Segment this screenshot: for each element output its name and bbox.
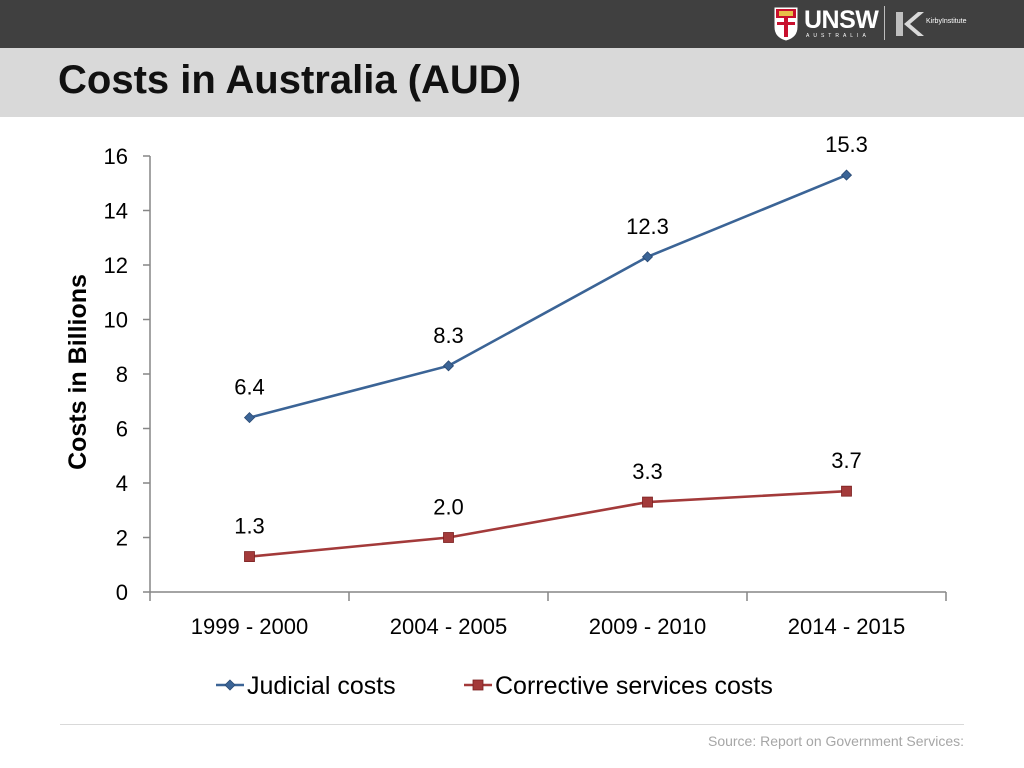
y-tick-label: 14 [104,199,128,224]
series-judicial-costs: 6.4 8.3 12.3 15.3 [234,132,868,424]
y-tick-label: 6 [116,417,128,442]
line-chart: 0 2 4 6 8 10 12 14 16 1999 - 2000 2004 - 2005 2009… [64,132,947,700]
x-tick-label: 1999 - 2000 [191,614,308,639]
title-bar [0,48,1024,117]
legend-item: Judicial costs [216,672,396,700]
footer-divider [60,724,964,725]
x-tick-label: 2004 - 2005 [390,614,507,639]
x-tick-label: 2009 - 2010 [589,614,706,639]
data-point [642,496,653,508]
y-tick-label: 8 [116,362,128,387]
y-tick-label: 0 [116,580,128,605]
data-label: 3.7 [831,448,862,473]
y-tick-label: 12 [104,253,128,278]
data-point [641,251,654,263]
top-bar [0,0,1024,48]
data-point [244,551,255,562]
chart-legend: Judicial costs Corrective services costs [216,672,773,700]
legend-item: Corrective services costs [464,672,773,700]
kirby-institute-mark-icon [896,12,924,36]
logo-divider [884,6,885,40]
series-line [249,173,847,419]
legend-label: Corrective services costs [495,672,773,700]
data-label: 3.3 [632,459,663,484]
header-logos: UNSW AUSTRALIA KirbyInstitute [770,4,970,44]
data-label: 12.3 [626,214,669,239]
kirby-institute-logo-text: KirbyInstitute [926,18,967,25]
data-label: 8.3 [433,323,464,348]
y-tick-label: 4 [116,471,128,496]
series-corrective-services-costs: 1.3 2.0 3.3 3.7 [234,448,862,562]
y-tick-label: 2 [116,526,128,551]
y-tick-label: 16 [104,144,128,169]
data-label: 6.4 [234,375,265,400]
legend-swatch-marker [472,679,484,691]
unsw-crest-icon [774,7,798,41]
chart-axes [149,156,946,593]
legend-swatch-marker [224,679,236,691]
data-point [840,169,853,181]
unsw-logo-subtext: AUSTRALIA [806,33,870,39]
data-label: 15.3 [825,132,868,157]
data-point [442,360,455,372]
series-line [249,489,847,558]
y-tick-label: 10 [104,308,128,333]
data-point [841,485,852,497]
data-point [243,412,256,424]
data-point [443,532,454,543]
source-note: Source: Report on Government Services: [707,733,964,749]
data-label: 1.3 [234,514,265,539]
page-title: Costs in Australia (AUD) [58,58,522,102]
data-label: 2.0 [433,495,464,520]
unsw-logo-text: UNSW [804,6,879,34]
y-axis-title: Costs in Billions [64,274,92,470]
legend-label: Judicial costs [247,672,396,700]
x-tick-label: 2014 - 2015 [788,614,905,639]
